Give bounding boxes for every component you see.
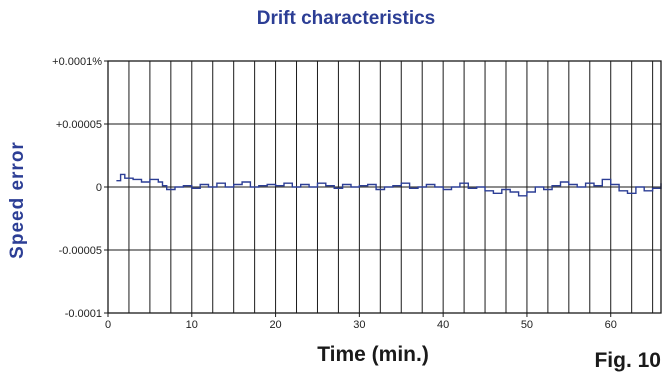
x-tick-label: 20 xyxy=(269,319,281,331)
y-tick-label: -0.00005 xyxy=(59,245,102,257)
figure-label: Fig. 10 xyxy=(594,349,661,372)
tick-labels: 0 10 20 30 40 50 60 +0.0001% +0.00005 0 -0.00005 -0… xyxy=(52,56,617,331)
y-tick-label: 0 xyxy=(96,182,102,194)
x-tick-label: 40 xyxy=(437,319,449,331)
x-tick-label: 50 xyxy=(521,319,533,331)
chart-title: Drift characteristics xyxy=(257,8,435,29)
plot-frame xyxy=(107,60,662,314)
series-layer xyxy=(116,173,662,197)
x-tick-label: 30 xyxy=(353,319,365,331)
series-line xyxy=(116,173,662,197)
y-axis-label: Speed error xyxy=(7,141,28,259)
y-tick-label: -0.0001 xyxy=(65,308,102,320)
x-tick-label: 60 xyxy=(605,319,617,331)
x-tick-label: 0 xyxy=(105,319,111,331)
grid xyxy=(108,61,661,313)
y-tick-label: +0.00005 xyxy=(56,119,102,131)
x-axis-label: Time (min.) xyxy=(317,343,429,366)
y-tick-label: +0.0001% xyxy=(52,56,102,68)
x-tick-label: 10 xyxy=(186,319,198,331)
